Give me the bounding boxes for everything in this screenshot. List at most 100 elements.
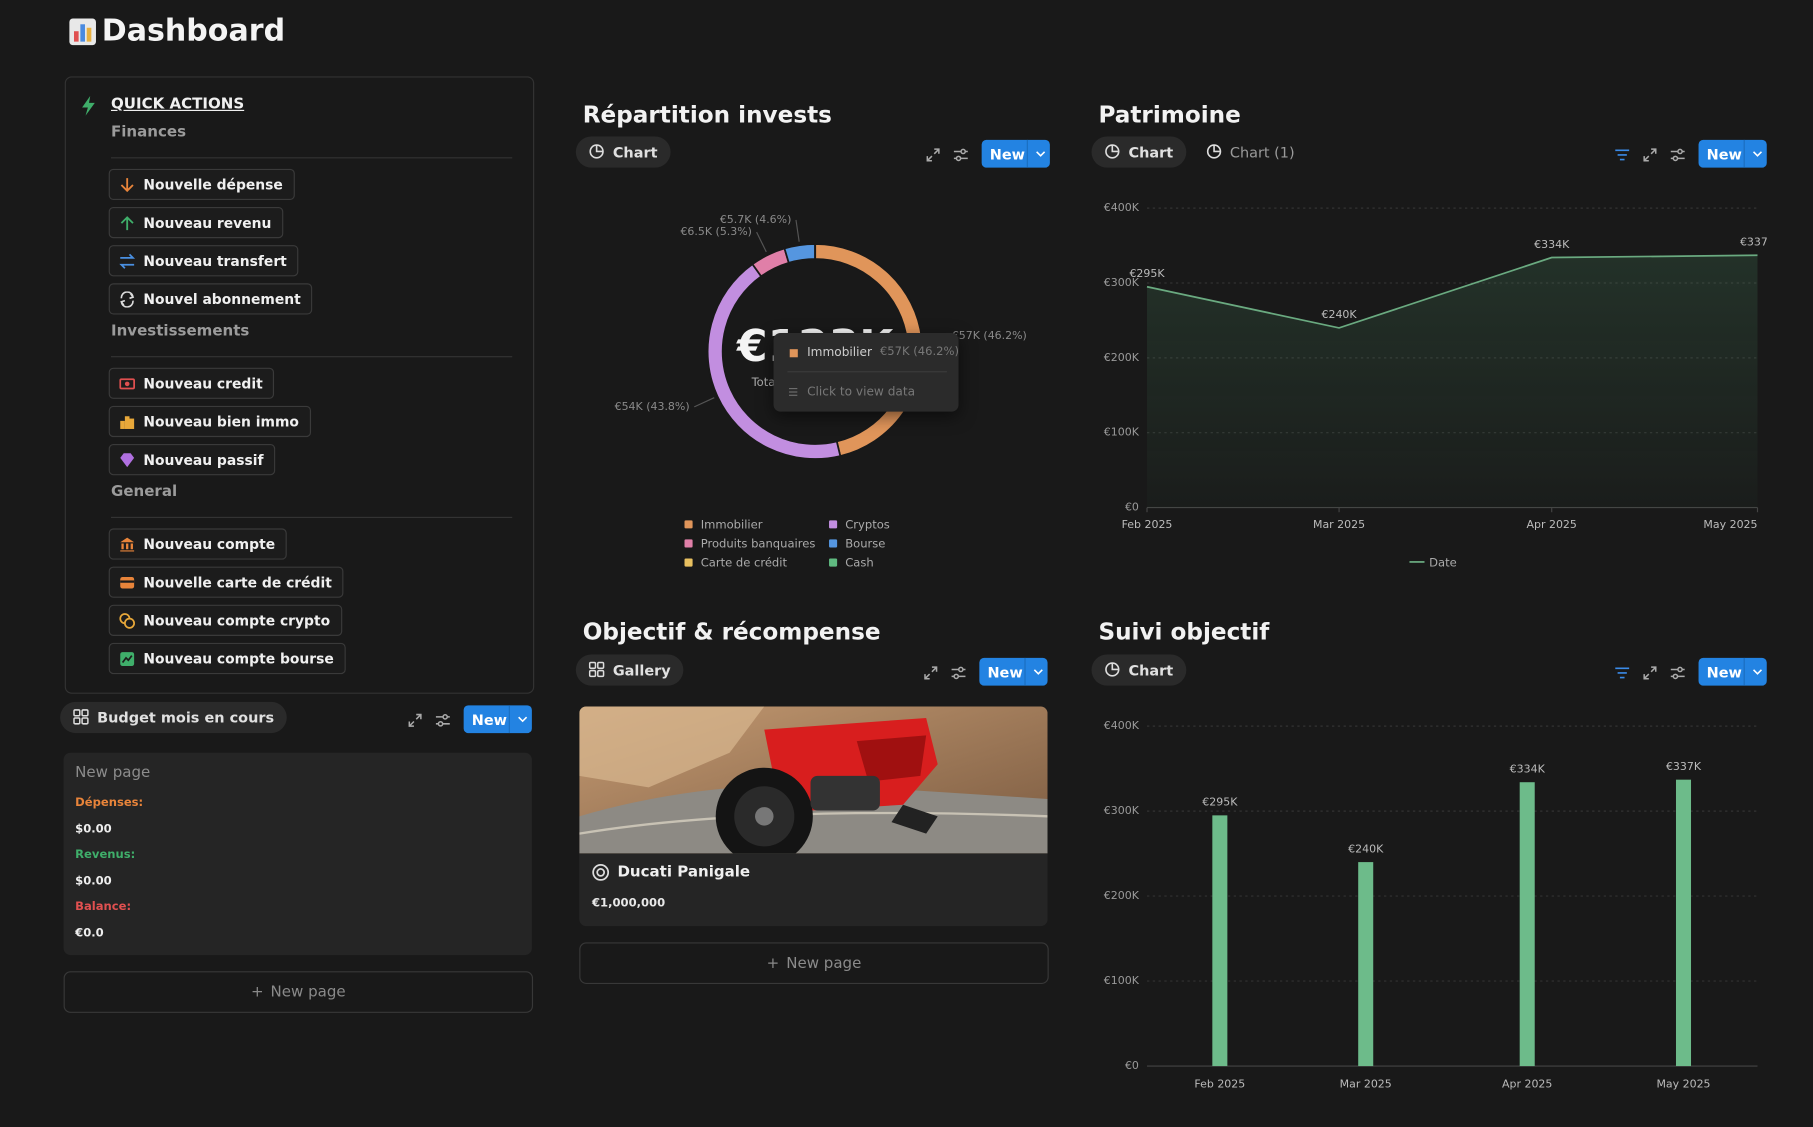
- group-title: Investissements: [111, 322, 250, 340]
- view-tab[interactable]: Chart: [1091, 653, 1186, 686]
- add-page-button[interactable]: + New page: [579, 942, 1049, 984]
- legend-label: Cryptos: [845, 517, 890, 531]
- y-tick-label: €200K: [1104, 351, 1140, 364]
- icon: [120, 651, 135, 666]
- x-tick-label: Apr 2025: [1527, 518, 1577, 531]
- target-icon: [592, 864, 610, 881]
- icon: [120, 290, 135, 307]
- view-tab[interactable]: Chart: [1091, 135, 1186, 168]
- expand-button[interactable]: [925, 146, 941, 162]
- y-tick-label: €100K: [1104, 426, 1140, 439]
- legend-swatch: [829, 558, 838, 567]
- quick-action-button[interactable]: Nouvelle carte de crédit: [108, 566, 344, 598]
- quick-action-button[interactable]: Nouveau passif: [108, 444, 276, 476]
- icon-part: [1677, 666, 1683, 673]
- icon-part: [81, 717, 89, 725]
- settings-button[interactable]: [953, 146, 969, 162]
- expand-button[interactable]: [1642, 146, 1658, 162]
- separator: [111, 356, 513, 358]
- quick-action-button[interactable]: Nouveau credit: [108, 367, 275, 399]
- data-label: €337K: [1740, 236, 1776, 249]
- icon: [1033, 669, 1043, 675]
- lightning-icon: [82, 95, 95, 116]
- section-title: Objectif & récompense: [582, 617, 881, 646]
- view-tab[interactable]: Budget mois en cours: [60, 701, 287, 733]
- gallery-card[interactable]: [579, 706, 1048, 927]
- leader-line: [756, 231, 767, 253]
- icon: [1643, 666, 1657, 680]
- dropdown[interactable]: [1026, 665, 1046, 679]
- dropdown[interactable]: [1745, 147, 1765, 161]
- expand-button[interactable]: [1642, 664, 1658, 680]
- quick-actions-title[interactable]: QUICK ACTIONS: [111, 95, 245, 114]
- dropdown[interactable]: [1745, 665, 1765, 679]
- data-label: €240K: [1348, 842, 1384, 855]
- new-button[interactable]: New: [979, 657, 1048, 686]
- donut-slice: [783, 243, 817, 264]
- data-label: €240K: [1322, 308, 1358, 321]
- quick-action-button[interactable]: Nouveau compte: [108, 528, 287, 560]
- tooltip-value: €57K (46.2%): [879, 345, 960, 359]
- new-button[interactable]: New: [1698, 657, 1767, 686]
- new-button[interactable]: New: [1698, 139, 1767, 168]
- icon-part: [442, 714, 448, 720]
- settings-button[interactable]: [1670, 146, 1686, 162]
- quick-action-label: Nouveau compte: [143, 535, 276, 553]
- tooltip-action[interactable]: Click to view data: [787, 385, 915, 399]
- legend-label: Immobilier: [701, 517, 763, 531]
- settings-button[interactable]: [950, 664, 966, 680]
- dropdown[interactable]: [1028, 147, 1048, 161]
- quick-action-label: Nouveau bien immo: [143, 413, 299, 430]
- quick-action-button[interactable]: Nouveau compte bourse: [108, 642, 346, 675]
- quick-action-button[interactable]: Nouveau transfert: [108, 245, 299, 277]
- expand-button[interactable]: [407, 711, 423, 727]
- icon-part: [1643, 666, 1657, 680]
- budget-card[interactable]: [63, 752, 532, 956]
- icon-part: [1615, 149, 1630, 161]
- slice-label: €6.5K (5.3%): [680, 225, 752, 238]
- view-tab[interactable]: Chart (1): [1193, 136, 1308, 167]
- settings-button[interactable]: [1670, 664, 1686, 680]
- icon-part: [579, 706, 765, 788]
- new-button-label: New: [471, 710, 508, 728]
- field-label: Revenus:: [75, 848, 136, 862]
- dropdown[interactable]: [510, 712, 530, 726]
- leader-line: [694, 397, 715, 408]
- icon-part: [958, 666, 964, 673]
- plus: +: [250, 983, 264, 1001]
- new-button[interactable]: New: [981, 139, 1050, 168]
- add-page-button[interactable]: + New page: [63, 971, 534, 1013]
- icon-part: [74, 31, 79, 42]
- expand-button[interactable]: [923, 664, 939, 680]
- quick-action-button[interactable]: Nouveau bien immo: [108, 405, 311, 438]
- icon: [1105, 662, 1120, 677]
- icon: [435, 714, 450, 727]
- quick-action-button[interactable]: Nouveau revenu: [108, 206, 283, 239]
- x-tick-label: May 2025: [1703, 518, 1757, 531]
- icon-part: [579, 784, 1048, 854]
- settings-button[interactable]: [435, 711, 451, 727]
- view-tab[interactable]: Chart: [575, 135, 671, 168]
- quick-action-button[interactable]: Nouvelle dépense: [108, 168, 295, 201]
- icon-part: [129, 417, 135, 429]
- icon: [119, 377, 135, 389]
- icon-part: [73, 717, 81, 725]
- legend-swatch: [829, 539, 838, 548]
- icon-part: [120, 537, 135, 551]
- quick-action-button[interactable]: Nouvel abonnement: [108, 283, 313, 315]
- new-button[interactable]: New: [463, 705, 532, 734]
- icon: [119, 253, 136, 269]
- quick-action-label: Nouvelle carte de crédit: [143, 574, 332, 591]
- x-tick-label: May 2025: [1656, 1078, 1710, 1091]
- section-title: Patrimoine: [1098, 100, 1241, 129]
- icon-part: [120, 579, 135, 583]
- x-tick-label: Feb 2025: [1122, 518, 1173, 531]
- field-label: Dépenses:: [75, 796, 144, 810]
- icon-part: [955, 155, 962, 162]
- filter-button[interactable]: [1614, 664, 1630, 680]
- view-tab[interactable]: Gallery: [575, 653, 684, 686]
- quick-action-button[interactable]: Nouveau compte crypto: [108, 604, 342, 636]
- filter-button[interactable]: [1614, 146, 1630, 162]
